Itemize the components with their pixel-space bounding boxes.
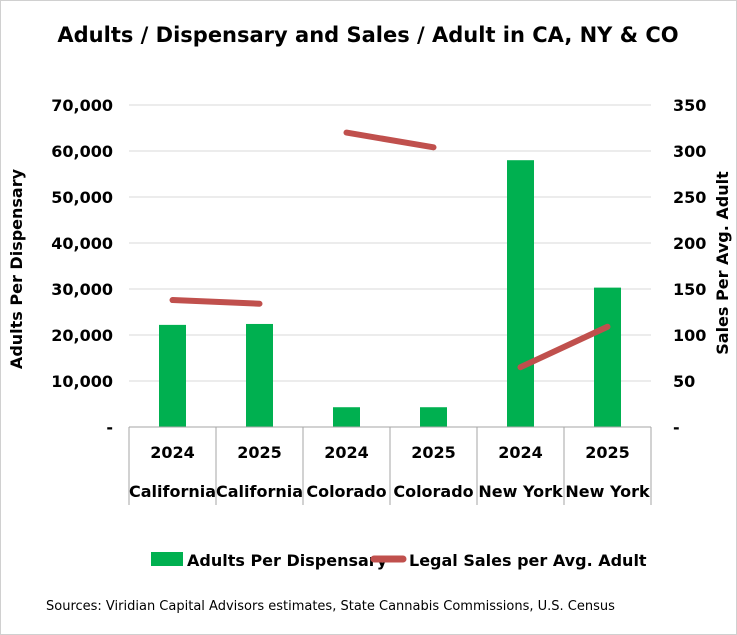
right-tick-label: 200 [673,234,706,253]
category-axis-labels: 2024 California 2025 California 2024 Colorado… [129,443,650,501]
category-year-label: 2025 [237,443,282,462]
left-tick-label: 30,000 [51,280,113,299]
category-state-label: New York [478,482,563,501]
left-tick-label: 50,000 [51,188,113,207]
source-note: Sources: Viridian Capital Advisors estim… [46,599,615,614]
right-tick-label: - [673,418,680,437]
right-tick-label: 250 [673,188,706,207]
right-tick-label: 50 [673,372,695,391]
legend-label-line: Legal Sales per Avg. Adult [409,551,647,570]
line-segment [517,323,611,371]
right-tick-label: 100 [673,326,706,345]
left-axis-title: Adults Per Dispensary [7,168,26,369]
bar [333,407,360,427]
chart-title: Adults / Dispensary and Sales / Adult in… [57,23,678,47]
category-state-label: California [216,482,303,501]
gridlines [129,104,651,382]
category-year-label: 2024 [498,443,543,462]
category-year-label: 2025 [411,443,456,462]
bar-series [159,160,621,427]
bar [507,160,534,427]
legend: Adults Per Dispensary Legal Sales per Av… [151,551,647,570]
bar [246,323,273,427]
legend-label-bar: Adults Per Dispensary [187,551,388,570]
right-tick-label: 150 [673,280,706,299]
line-series [169,129,611,371]
right-axis-ticks: - 50 100 150 200 250 300 350 [673,96,706,437]
category-year-label: 2024 [324,443,369,462]
left-tick-label: 20,000 [51,326,113,345]
bar [159,324,186,427]
category-state-label: California [129,482,216,501]
left-axis-ticks: - 10,000 20,000 30,000 40,000 50,000 60,000 70,… [51,96,113,437]
left-tick-label: - [106,418,113,437]
left-tick-label: 70,000 [51,96,113,115]
category-state-label: New York [565,482,650,501]
right-axis-title: Sales Per Avg. Adult [713,171,732,355]
category-year-label: 2024 [150,443,195,462]
right-tick-label: 300 [673,142,706,161]
category-state-label: Colorado [393,482,473,501]
line-segment [343,129,437,151]
axes [128,426,652,505]
bar [420,407,447,427]
line-segment [169,297,263,307]
bar [594,287,621,427]
right-tick-label: 350 [673,96,706,115]
left-tick-label: 40,000 [51,234,113,253]
category-year-label: 2025 [585,443,630,462]
left-tick-label: 60,000 [51,142,113,161]
legend-swatch-bar [151,552,183,566]
left-tick-label: 10,000 [51,372,113,391]
category-state-label: Colorado [306,482,386,501]
